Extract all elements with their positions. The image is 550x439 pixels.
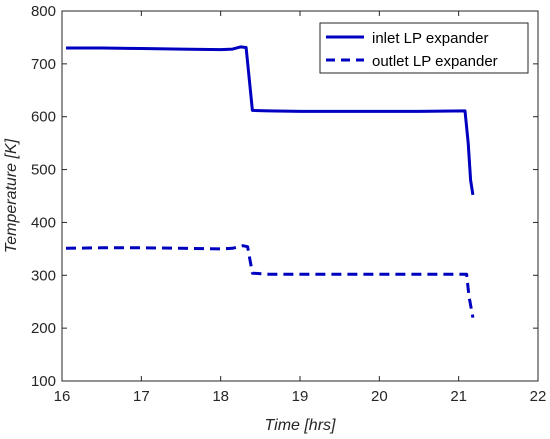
legend-box [319,22,529,74]
legend: inlet LP expander outlet LP expander [319,22,529,74]
y-tick-label: 800 [31,3,56,20]
x-tick-label: 16 [54,388,71,405]
y-tick-label: 200 [31,320,56,337]
x-tick-label: 20 [371,388,388,405]
x-tick-label: 21 [450,388,467,405]
legend-label-inlet: inlet LP expander [372,30,488,47]
y-axis-label: Temperature [K] [3,138,20,253]
x-axis-ticks: 16 17 18 19 20 21 22 [54,11,547,405]
y-tick-label: 100 [31,373,56,390]
x-tick-label: 17 [133,388,150,405]
y-tick-label: 700 [31,56,56,73]
y-tick-label: 300 [31,267,56,284]
legend-label-outlet: outlet LP expander [372,53,498,70]
x-axis-label: Time [hrs] [265,417,337,434]
x-tick-label: 18 [212,388,229,405]
series-layer [65,45,475,318]
y-axis-ticks: 100 200 300 400 500 600 700 800 [31,3,538,390]
x-tick-label: 22 [530,388,547,405]
series-line-inlet [66,45,475,196]
x-tick-label: 19 [292,388,309,405]
y-tick-label: 600 [31,109,56,126]
y-tick-label: 400 [31,214,56,231]
series-line-outlet [65,244,475,318]
y-tick-label: 500 [31,162,56,179]
